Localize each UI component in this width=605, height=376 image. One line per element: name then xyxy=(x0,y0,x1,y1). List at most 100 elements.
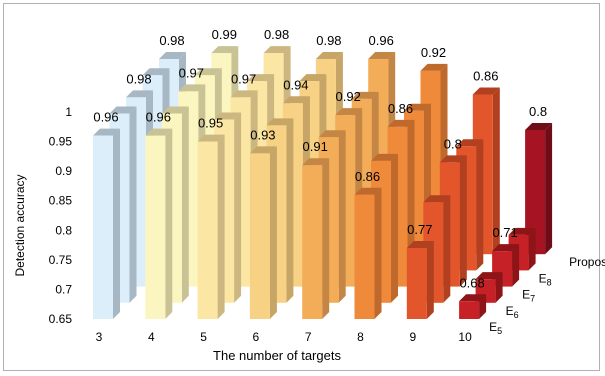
y-tick-label: 1 xyxy=(65,105,72,119)
bar-side xyxy=(113,128,120,319)
bar-side xyxy=(492,87,500,255)
bar-top xyxy=(178,84,206,92)
bar-top xyxy=(145,128,173,136)
data-label-back: 0.92 xyxy=(421,45,446,60)
depth-axis-label-base: E xyxy=(539,271,547,285)
bar xyxy=(354,194,375,319)
bar-top xyxy=(335,108,363,116)
bar-top xyxy=(109,106,137,114)
y-tick-label: 0.9 xyxy=(55,164,72,178)
bar-side xyxy=(459,155,467,287)
bar-top xyxy=(299,74,327,82)
data-label-back: 0.86 xyxy=(473,69,498,84)
data-label-front: 0.96 xyxy=(93,110,118,125)
bar xyxy=(197,141,218,319)
data-label-back: 0.98 xyxy=(159,33,184,48)
bar-side xyxy=(391,153,398,303)
bar xyxy=(249,153,270,319)
x-tick-label: 4 xyxy=(148,330,155,344)
depth-axis-label-base: E xyxy=(489,320,497,334)
bar-top xyxy=(93,128,120,136)
depth-axis-label: E8 xyxy=(539,271,552,287)
depth-axis-label: E7 xyxy=(522,288,535,304)
bar-top xyxy=(439,155,467,163)
depth-axis-label-sub: 5 xyxy=(497,326,502,336)
x-tick-label: 8 xyxy=(357,330,364,344)
bar-top xyxy=(423,195,451,203)
bar-top xyxy=(456,139,484,147)
x-tick-label: 7 xyxy=(305,330,312,344)
bar-side xyxy=(426,241,434,319)
bar-top xyxy=(318,130,346,138)
bar-top xyxy=(371,153,398,161)
x-tick-label: 10 xyxy=(458,330,472,344)
data-label-back: 0.8 xyxy=(529,104,547,119)
y-tick-label: 0.85 xyxy=(49,194,73,208)
data-label-front: 0.86 xyxy=(355,169,380,184)
bar xyxy=(459,301,480,319)
bar-top xyxy=(459,294,487,302)
bar-top xyxy=(472,87,500,95)
bar-top xyxy=(404,103,431,111)
bar-top xyxy=(475,272,503,280)
bar-top xyxy=(263,46,291,54)
x-tick-label: 6 xyxy=(253,330,260,344)
data-label-front: 0.96 xyxy=(146,110,171,125)
data-label-front: 0.91 xyxy=(303,139,328,154)
bar-top xyxy=(142,68,170,76)
bar-top xyxy=(211,46,239,54)
data-label-front: 0.68 xyxy=(459,275,484,290)
bar-side xyxy=(217,134,225,319)
data-label-front: 0.95 xyxy=(198,116,223,131)
bar-top xyxy=(266,118,294,126)
bar-top xyxy=(161,106,189,114)
bar-side xyxy=(545,123,553,255)
bar xyxy=(93,135,113,319)
depth-axis-label: Proposed xyxy=(569,255,605,269)
bar-side xyxy=(234,112,242,303)
depth-axis-label-sub: 8 xyxy=(547,277,552,287)
depth-axis-label-sub: 6 xyxy=(514,310,519,320)
bar-top xyxy=(197,134,225,142)
bar-side xyxy=(129,106,137,303)
y-tick-label: 0.8 xyxy=(55,223,72,237)
bar-top xyxy=(406,241,434,249)
bar-top xyxy=(214,112,242,120)
bar xyxy=(302,165,323,319)
x-tick-label: 3 xyxy=(96,330,103,344)
data-label-back: 0.98 xyxy=(316,33,341,48)
bar-top xyxy=(351,91,379,99)
bar-top xyxy=(230,90,258,98)
data-label-middle: 0.86 xyxy=(388,101,413,116)
bar-top xyxy=(249,146,277,154)
y-axis-title: Detection accuracy xyxy=(13,174,27,276)
bar-side xyxy=(181,106,189,303)
depth-axis-label-sub: 7 xyxy=(530,294,535,304)
bar-side xyxy=(374,187,382,319)
bar-side xyxy=(495,272,503,303)
bar-side xyxy=(476,139,484,271)
bar-top xyxy=(354,187,382,195)
bar-side xyxy=(322,158,330,319)
x-tick-label: 5 xyxy=(200,330,207,344)
bar-top xyxy=(315,52,343,60)
x-tick-label: 9 xyxy=(409,330,416,344)
y-tick-label: 0.7 xyxy=(55,282,72,296)
bar-top xyxy=(492,244,520,252)
data-label-middle: 0.8 xyxy=(444,136,462,151)
y-tick-label: 0.75 xyxy=(49,253,73,267)
y-tick-label: 0.65 xyxy=(49,312,73,326)
data-label-back: 0.96 xyxy=(369,33,394,48)
bar xyxy=(525,130,546,255)
depth-axis-label: E6 xyxy=(506,304,519,320)
bar-top xyxy=(247,74,275,82)
bar-top xyxy=(368,52,396,60)
bar-top xyxy=(159,52,186,60)
data-label-middle: 0.94 xyxy=(283,77,308,92)
data-label-middle: 0.97 xyxy=(179,65,204,80)
bar-side xyxy=(512,244,520,287)
bar-top xyxy=(508,227,536,235)
bar xyxy=(145,135,166,319)
bar-top xyxy=(525,123,553,130)
